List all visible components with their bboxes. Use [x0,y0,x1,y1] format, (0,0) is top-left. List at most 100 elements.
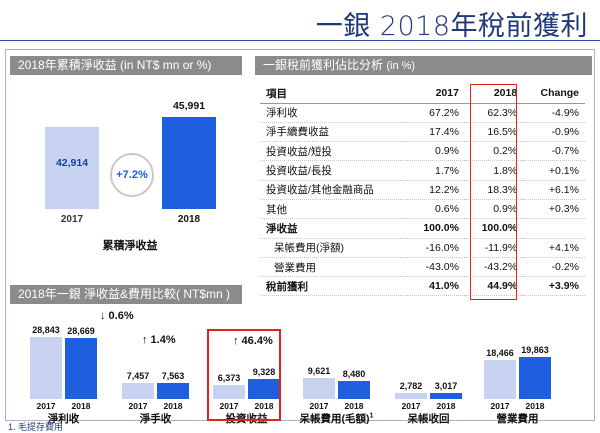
cum-value-2017: 42,914 [55,157,89,169]
footnote-marker: 1 [369,412,374,420]
cum-year-2018: 2018 [177,214,201,225]
cum-label: 累積淨收益 [102,240,158,252]
bar-2018 [430,392,462,399]
cell-item: 營業費用 [260,257,407,278]
value-2017: 6,373 [217,373,241,384]
cell-y2018: 0.2% [464,141,524,162]
value-2017: 28,843 [32,325,60,336]
table-row: 營業費用 -43.0% -43.2% -0.2% [260,257,585,278]
table-header-row: 項目 2017 2018 Change [260,84,585,104]
group-name: 淨利收 [10,411,117,426]
bar-2018 [248,379,280,399]
analysis-header-label: 一銀稅前獲利佔比分析 [263,58,384,72]
bar-2017 [303,378,335,399]
cell-change: +0.1% [523,160,585,181]
cell-change: -4.9% [523,103,585,123]
cell-y2017: 1.7% [406,160,465,181]
bar-2017 [122,383,154,399]
analysis-header-unit: (in %) [386,60,416,72]
year-2018: 2018 [436,401,456,411]
value-2018: 8,480 [342,368,366,379]
cell-item: 投資收益/其他金融商品 [260,180,407,200]
bar-2017 [30,337,62,399]
year-2017: 2017 [401,401,421,411]
table-row: 淨利收 67.2% 62.3% -4.9% [260,103,585,123]
highlight-investment-box [207,329,281,421]
cell-change [523,218,585,239]
value-2018: 19,863 [521,344,549,355]
page-title: 一銀 2018年稅前獲利 [315,11,588,42]
cell-item: 稅前獲利 [260,276,407,297]
cumulative-header: 2018年累積淨收益 (in NT$ mn or %) [10,56,242,75]
cell-y2018: 18.3% [464,180,524,200]
cell-y2017: -16.0% [406,238,465,258]
value-2018: 7,563 [161,370,185,381]
group-name-label: 呆帳收回 [407,413,450,425]
table-row: 其他 0.6% 0.9% +0.3% [260,199,585,220]
bar-2017 [213,385,245,399]
cell-y2018: 100.0% [464,218,524,239]
cumulative-header-label: 2018年累積淨收益 (in NT$ mn or %) [18,58,212,72]
cell-y2017: 67.2% [406,103,465,123]
cell-y2018: 44.9% [464,276,524,297]
content-frame [5,49,595,421]
value-2018: 28,669 [67,325,95,336]
value-2017: 9,621 [307,366,331,377]
cell-change: +3.9% [523,276,585,297]
change-indicator: ↑ 46.4% [233,335,273,347]
table-row: 投資收益/短投 0.9% 0.2% -0.7% [260,141,585,162]
cell-item: 淨手續費收益 [260,122,407,143]
col-item: 項目 [260,84,407,104]
cell-change: -0.9% [523,122,585,143]
group-name: 淨手收 [102,411,209,426]
value-2018: 9,328 [252,367,276,378]
cell-item: 投資收益/短投 [260,141,407,162]
group-name: 呆帳費用(毛額)1 [283,411,390,426]
change-indicator: ↑ 1.4% [142,334,176,346]
change-indicator: ↓ 0.6% [100,310,134,322]
group-name-label: 淨利收 [47,413,80,425]
group-name: 營業費用 [464,411,571,426]
year-2018: 2018 [71,401,91,411]
bar-2018 [65,337,97,399]
bar-2018 [157,382,189,399]
year-2017: 2017 [128,401,148,411]
group-name-label: 呆帳費用(毛額) [299,413,370,425]
cell-y2017: 12.2% [406,180,465,200]
value-2017: 18,466 [486,347,514,358]
cell-y2017: -43.0% [406,257,465,278]
comparison-header: 2018年一銀 淨收益&費用比較( NT$mn ) [10,285,242,304]
cell-y2018: 16.5% [464,122,524,143]
year-2017: 2017 [36,401,56,411]
table-row: 呆帳費用(淨額) -16.0% -11.9% +4.1% [260,238,585,258]
cum-year-2017: 2017 [60,214,84,225]
growth-bubble: +7.2% [110,153,154,197]
cell-change: +0.3% [523,199,585,220]
cum-bar-2018 [162,117,216,209]
table-row: 稅前獲利 41.0% 44.9% +3.9% [260,276,585,297]
value-2018: 3,017 [434,380,458,391]
table-row: 投資收益/其他金融商品 12.2% 18.3% +6.1% [260,180,585,200]
col-2017: 2017 [406,84,465,104]
table-row: 淨收益 100.0% 100.0% [260,218,585,239]
cell-y2018: 62.3% [464,103,524,123]
year-2017: 2017 [490,401,510,411]
col-change: Change [523,84,585,104]
cell-y2018: 0.9% [464,199,524,220]
bar-2017 [484,359,516,399]
cell-item: 淨利收 [260,103,407,123]
analysis-header: 一銀稅前獲利佔比分析 (in %) [255,56,592,75]
bar-2017 [395,393,427,399]
highlight-2018-column [470,84,517,300]
cell-y2018: -11.9% [464,238,524,258]
cell-change: +4.1% [523,238,585,258]
cell-change: +6.1% [523,180,585,200]
cell-y2017: 100.0% [406,218,465,239]
title-divider [0,40,600,41]
year-2018: 2018 [163,401,183,411]
table-row: 淨手續費收益 17.4% 16.5% -0.9% [260,122,585,143]
cell-y2017: 0.6% [406,199,465,220]
bar-2018 [519,356,551,399]
group-name-label: 營業費用 [496,413,539,425]
year-2017: 2017 [219,401,239,411]
